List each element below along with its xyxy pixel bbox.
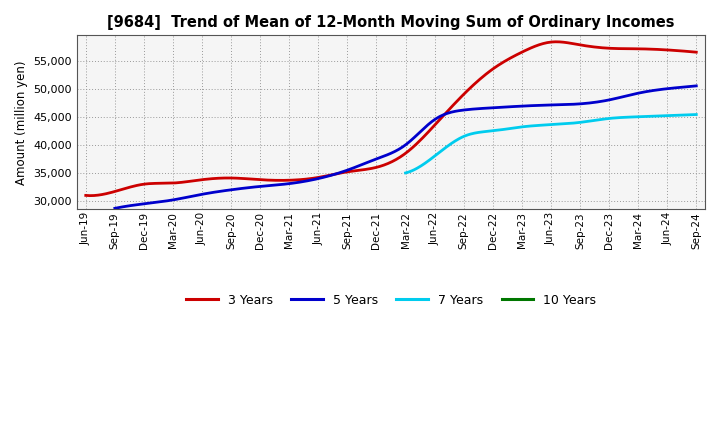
5 Years: [455, 108, 464, 114]
3 Years: [551, 39, 559, 44]
5 Years: [456, 108, 465, 113]
3 Years: [457, 94, 466, 99]
Y-axis label: Amount (million yen): Amount (million yen): [15, 60, 28, 185]
7 Years: [692, 112, 701, 117]
7 Years: [575, 120, 583, 125]
3 Years: [81, 193, 90, 198]
3 Years: [447, 105, 456, 110]
3 Years: [445, 107, 454, 112]
5 Years: [692, 83, 701, 88]
Line: 3 Years: 3 Years: [86, 42, 696, 196]
7 Years: [573, 120, 582, 125]
7 Years: [401, 170, 410, 176]
3 Years: [86, 193, 94, 198]
5 Years: [637, 90, 646, 95]
3 Years: [600, 45, 608, 51]
7 Years: [402, 170, 411, 175]
Legend: 3 Years, 5 Years, 7 Years, 10 Years: 3 Years, 5 Years, 7 Years, 10 Years: [181, 289, 600, 312]
5 Years: [112, 205, 121, 211]
5 Years: [600, 98, 609, 103]
Line: 5 Years: 5 Years: [114, 86, 696, 208]
7 Years: [579, 119, 588, 125]
5 Years: [467, 106, 475, 112]
7 Years: [665, 113, 673, 118]
Line: 7 Years: 7 Years: [405, 114, 696, 173]
Title: [9684]  Trend of Mean of 12-Month Moving Sum of Ordinary Incomes: [9684] Trend of Mean of 12-Month Moving …: [107, 15, 675, 30]
5 Years: [110, 205, 119, 211]
7 Years: [647, 114, 655, 119]
3 Years: [692, 50, 701, 55]
3 Years: [84, 193, 92, 198]
3 Years: [639, 46, 647, 51]
